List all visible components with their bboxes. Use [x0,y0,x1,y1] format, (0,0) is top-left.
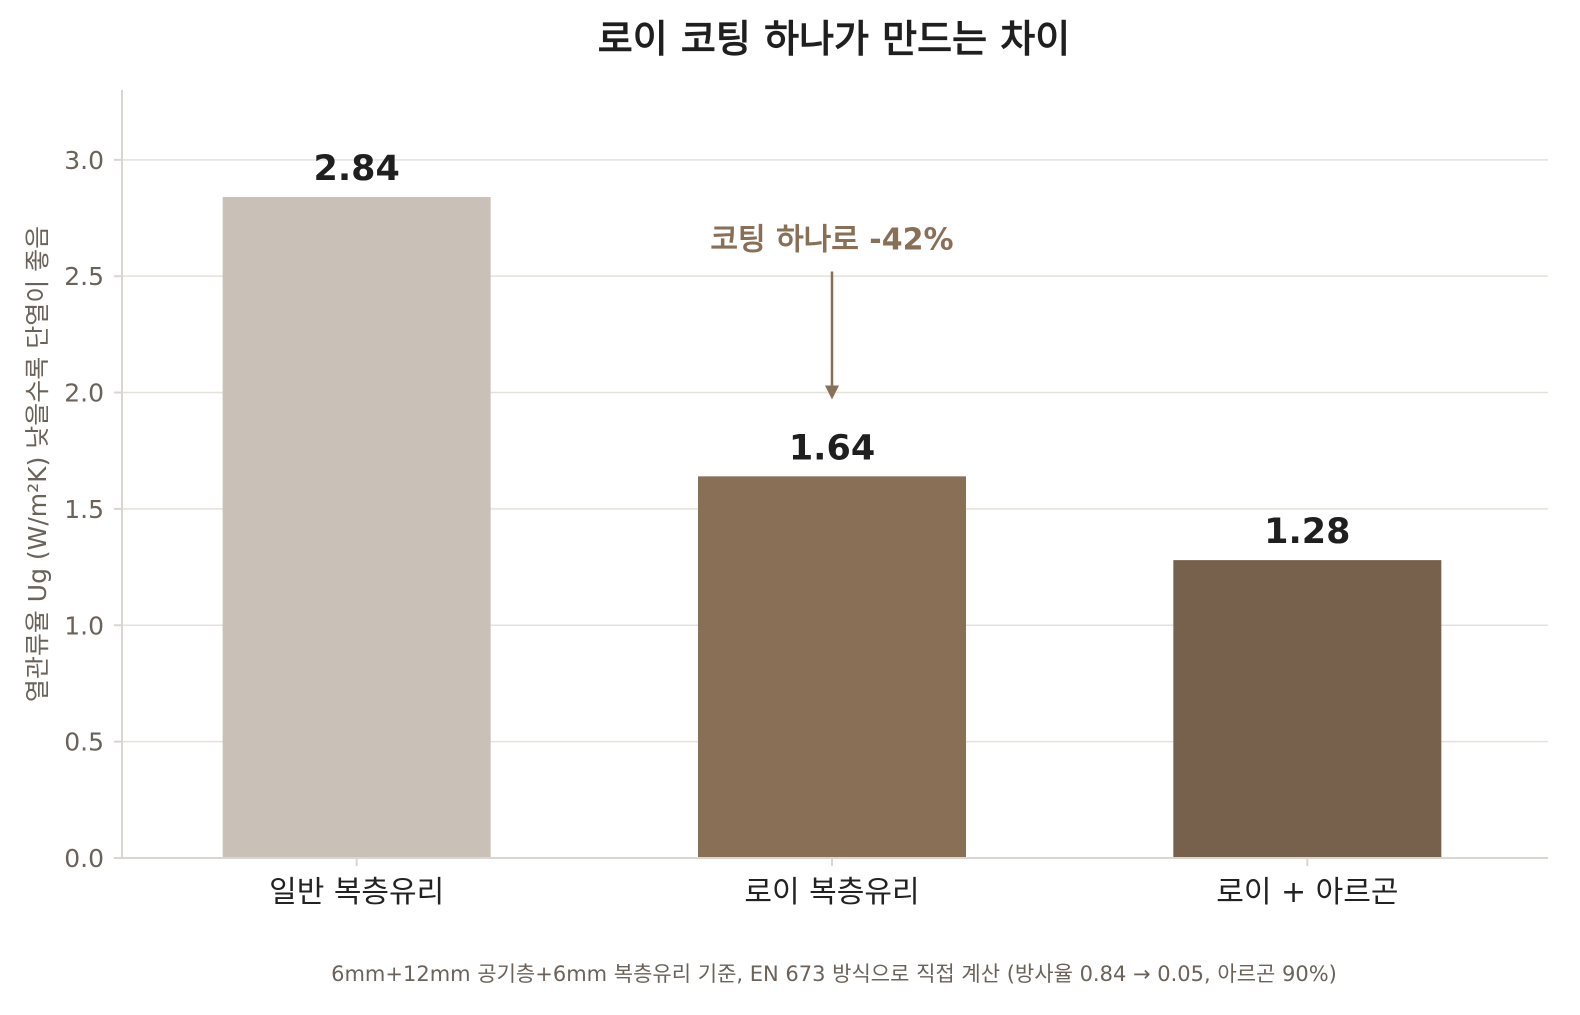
bar [222,197,491,858]
y-tick-label: 2.0 [64,379,104,408]
y-tick-label: 2.5 [64,262,104,291]
bar-value-label: 1.64 [789,428,875,468]
y-tick-label: 1.0 [64,611,104,640]
bars [222,197,1442,858]
y-tick-label: 0.5 [64,728,104,757]
y-tick-label: 3.0 [64,146,104,175]
bar-value-label: 1.28 [1264,512,1350,552]
bar [1173,560,1442,858]
chart-title: 로이 코팅 하나가 만드는 차이 [598,17,1070,61]
y-tick-label: 1.5 [64,495,104,524]
value-labels: 2.84 1.64 1.28 [313,149,1350,552]
axes: 0.0 0.5 1.0 1.5 2.0 2.5 3.0 일반 복층유리 로이 복층유리 로이 + … [64,90,1548,910]
annotation-arrow-head [825,385,839,400]
y-axis-label: 열관류율 Ug (W/m²K) 낮을수록 단열이 좋음 [23,226,52,702]
bar-value-label: 2.84 [313,149,399,189]
bar [698,476,966,858]
x-tick-label: 로이 복층유리 [744,875,919,910]
x-tick-label: 로이 + 아르곤 [1216,875,1398,910]
annotation: 코팅 하나로 -42% [710,223,954,400]
x-tick-label: 일반 복층유리 [269,875,444,910]
y-tick-label: 0.0 [64,844,104,873]
footnote: 6mm+12mm 공기층+6mm 복층유리 기준, EN 673 방식으로 직접… [331,962,1337,986]
annotation-text: 코팅 하나로 -42% [710,223,953,258]
